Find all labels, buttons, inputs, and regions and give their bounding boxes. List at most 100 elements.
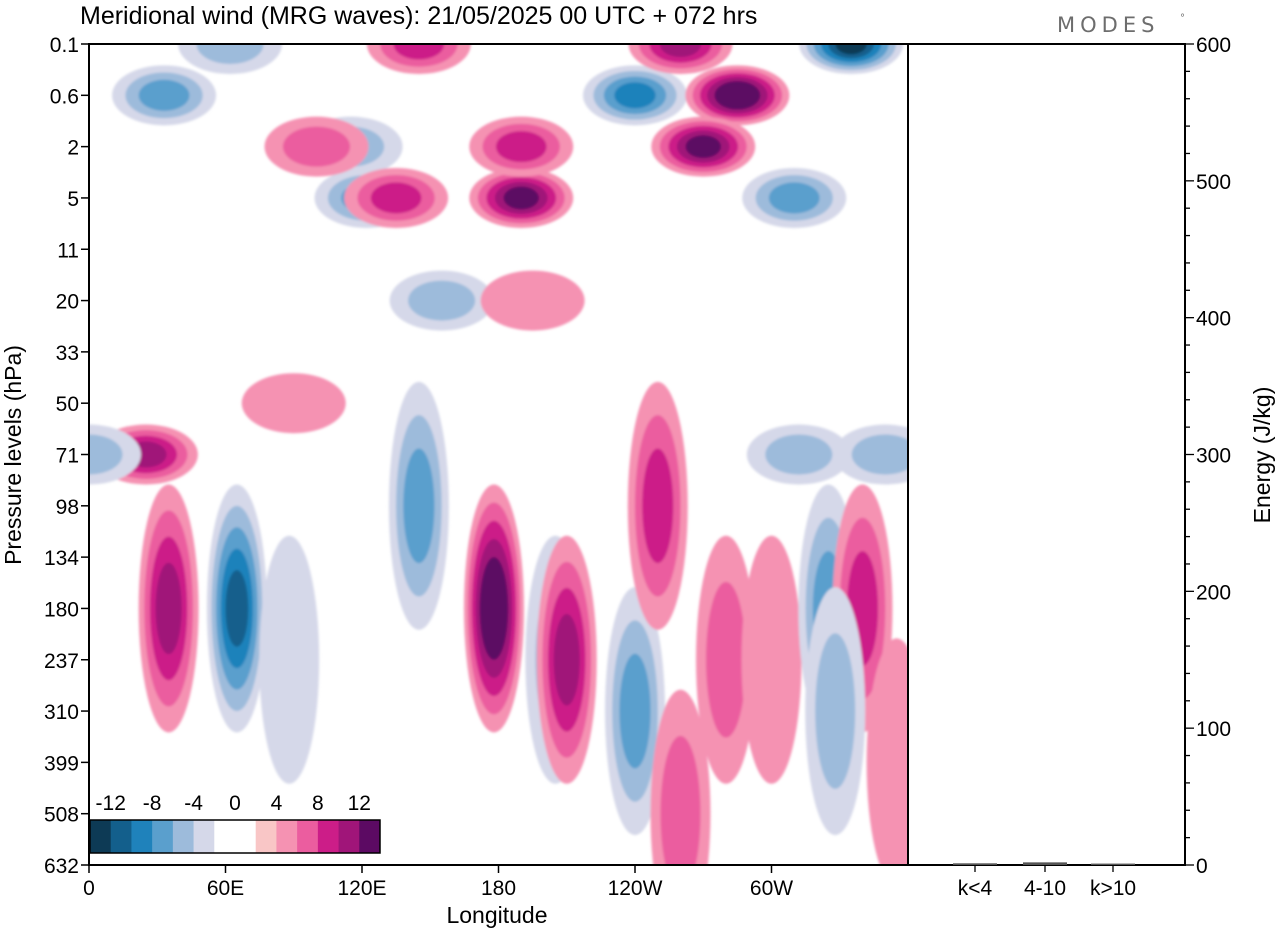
wind-feature xyxy=(742,167,847,228)
contour-level xyxy=(660,735,701,865)
wind-feature xyxy=(469,167,574,228)
wind-feature xyxy=(112,65,217,126)
chart-title: Meridional wind (MRG waves): 21/05/2025 … xyxy=(80,2,757,30)
wind-feature xyxy=(389,270,494,331)
pressure-tick-label: 20 xyxy=(56,291,79,314)
longitude-tick-label: 0 xyxy=(83,877,95,900)
contour-level xyxy=(851,434,908,475)
contour-level xyxy=(768,182,820,214)
wind-feature xyxy=(178,44,283,74)
pressure-tick-label: 2 xyxy=(67,137,79,160)
wind-feature xyxy=(651,116,756,177)
pressure-tick-label: 50 xyxy=(56,393,79,416)
wind-feature xyxy=(536,535,597,784)
wind-feature xyxy=(746,424,851,485)
contour-level xyxy=(370,182,422,214)
contour-level xyxy=(89,434,123,475)
wind-feature xyxy=(605,587,665,836)
contour-level xyxy=(480,270,585,331)
pressure-tick-label: 0.1 xyxy=(50,34,79,57)
colorbar-swatch xyxy=(276,820,298,853)
contour-level xyxy=(241,373,346,434)
contour-level xyxy=(614,82,656,109)
contour-level xyxy=(403,448,435,564)
pressure-tick-label: 98 xyxy=(56,496,79,519)
colorbar xyxy=(89,819,381,854)
colorbar-label: 8 xyxy=(312,792,324,815)
contour-level xyxy=(659,44,702,58)
contour-level xyxy=(155,562,182,655)
energy-bar xyxy=(1023,862,1067,865)
energy-category-label: k>10 xyxy=(1090,877,1136,900)
contour-level xyxy=(483,575,505,642)
colorbar-label: -12 xyxy=(96,792,126,815)
contour-level xyxy=(503,186,539,210)
contour-level xyxy=(721,85,754,106)
wind-feature xyxy=(833,424,908,485)
wind-feature xyxy=(628,44,733,74)
y-axis-label: Pressure levels (hPa) xyxy=(0,345,26,565)
pressure-tick-label: 508 xyxy=(44,804,79,827)
longitude-tick-label: 120W xyxy=(608,877,663,900)
colorbar-swatch xyxy=(214,820,236,853)
contour-level xyxy=(553,614,580,706)
contour-level xyxy=(741,535,802,784)
brand-mark: ° xyxy=(1180,13,1185,24)
pressure-tick-label: 71 xyxy=(56,445,79,468)
energy-axis-label: Energy (J/kg) xyxy=(1249,387,1275,524)
pressure-tick-label: 33 xyxy=(56,342,79,365)
contour-level xyxy=(225,570,249,647)
contour-level xyxy=(642,448,674,564)
contour-level xyxy=(765,434,833,475)
wind-feature xyxy=(685,65,790,126)
energy-plot-frame xyxy=(907,43,1186,866)
colorbar-swatch xyxy=(359,820,381,853)
colorbar-swatch xyxy=(90,820,112,853)
wind-feature xyxy=(799,44,904,74)
pressure-tick-label: 0.6 xyxy=(50,85,79,108)
contour-level xyxy=(619,653,651,769)
wind-feature xyxy=(366,44,471,74)
brand-logo: MODES xyxy=(1057,13,1159,37)
wind-feature xyxy=(138,484,199,733)
colorbar-swatch xyxy=(131,820,153,853)
contour-level xyxy=(138,79,190,111)
colorbar-swatch xyxy=(172,820,195,853)
wind-feature xyxy=(463,484,524,733)
contour-level xyxy=(259,535,320,784)
wind-feature xyxy=(206,484,267,733)
x-axis-label: Longitude xyxy=(446,902,547,928)
wind-feature xyxy=(469,116,574,177)
colorbar-swatch xyxy=(110,820,132,853)
contour-level xyxy=(706,581,746,738)
energy-axis: 0 100 200 300 400 500 600 xyxy=(1185,34,1231,878)
energy-category-label: 4-10 xyxy=(1024,877,1066,900)
contour-level xyxy=(196,44,264,64)
wind-feature xyxy=(480,270,585,331)
wind-feature xyxy=(344,167,449,228)
colorbar-swatch xyxy=(338,820,360,853)
energy-tick-label: 500 xyxy=(1196,171,1231,194)
colorbar-swatch xyxy=(193,820,215,853)
wind-feature xyxy=(627,381,688,630)
wind-feature xyxy=(650,689,711,865)
pressure-tick-label: 180 xyxy=(44,598,79,621)
energy-tick-label: 0 xyxy=(1196,855,1208,878)
pressure-tick-label: 5 xyxy=(67,188,79,211)
colorbar-swatch xyxy=(317,820,340,853)
energy-category-label: k<4 xyxy=(958,877,993,900)
wind-feature xyxy=(696,535,756,784)
wind-feature xyxy=(241,373,346,434)
energy-tick-label: 100 xyxy=(1196,718,1231,741)
colorbar-label: 4 xyxy=(271,792,283,815)
pressure-tick-label: 11 xyxy=(57,239,79,262)
wind-feature xyxy=(259,535,320,784)
colorbar-label: -8 xyxy=(143,792,162,815)
longitude-tick-label: 120E xyxy=(337,877,386,900)
energy-bar xyxy=(1091,863,1135,865)
energy-tick-label: 600 xyxy=(1196,34,1231,57)
wind-feature xyxy=(805,587,866,836)
pressure-tick-label: 310 xyxy=(44,701,79,724)
longitude-tick-label: 60W xyxy=(750,877,793,900)
contour-level xyxy=(835,44,867,55)
